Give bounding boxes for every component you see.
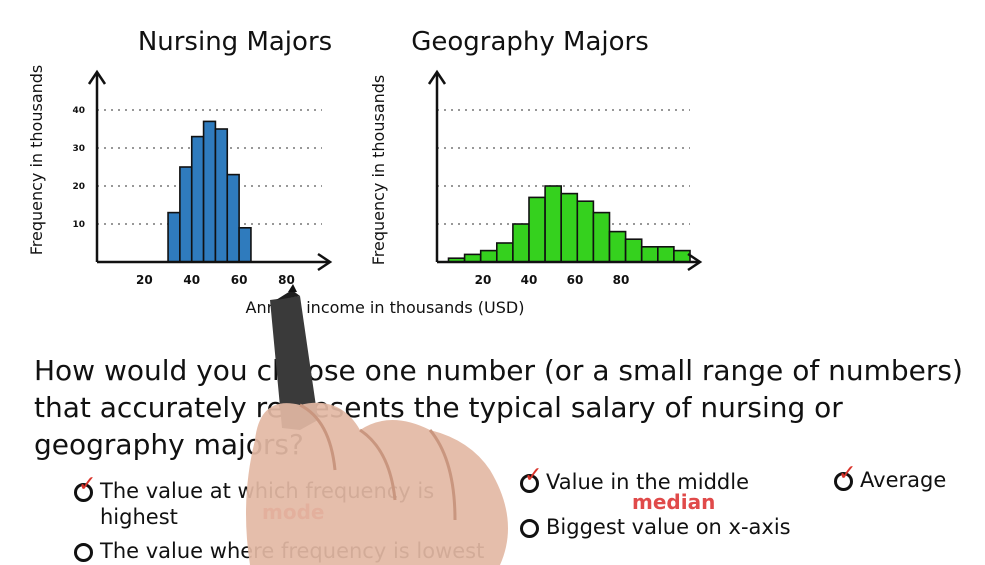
histogram-bar	[673, 249, 691, 263]
histogram-bar	[179, 166, 193, 263]
check-mark-icon: ✓	[838, 461, 857, 486]
radio-circle[interactable]: ✓	[74, 474, 96, 502]
histogram-bar	[238, 227, 252, 263]
option-frequency-lowest[interactable]: The value where frequency is lowest	[74, 538, 484, 564]
option-label: The value where frequency is lowest	[100, 539, 485, 563]
option-label: Average	[860, 468, 947, 492]
nursing-chart-title: Nursing Majors	[138, 27, 332, 57]
geography-chart-title: Geography Majors	[411, 27, 649, 57]
histogram-bar	[608, 230, 627, 263]
histogram-bar	[479, 249, 498, 263]
nursing-y-ticks: 10 20 30 40	[72, 106, 85, 230]
histogram-bar	[528, 196, 546, 263]
histogram-bar	[560, 192, 579, 263]
option-value-middle[interactable]: ✓ Value in the middle	[520, 465, 750, 495]
y-axis-arrow-icon	[427, 69, 447, 85]
histogram-bar	[656, 246, 675, 263]
option-label: Biggest value on x-axis	[546, 515, 791, 539]
nursing-axes	[87, 69, 333, 272]
histogram-bar	[190, 135, 205, 263]
histogram-bar	[544, 185, 562, 263]
x-tick-label: 60	[231, 273, 248, 287]
x-tick-label: 20	[136, 273, 153, 287]
x-tick-label: 80	[278, 273, 295, 287]
y-tick-label: 40	[72, 106, 85, 116]
y-tick-label: 20	[72, 182, 85, 192]
nursing-bars	[167, 120, 252, 263]
mode-annotation: mode	[262, 500, 325, 524]
x-tick-label: 20	[475, 273, 492, 287]
x-tick-label: 40	[183, 273, 200, 287]
median-annotation: median	[632, 490, 716, 514]
geography-x-ticks: 20 40 60 80	[475, 273, 630, 287]
radio-circle[interactable]: ✓	[834, 463, 856, 491]
geography-y-axis-label: Frequency in thousands	[369, 75, 388, 266]
geography-axes	[427, 69, 703, 272]
option-average[interactable]: ✓ Average	[834, 463, 947, 493]
x-axis-arrow-icon	[317, 252, 333, 272]
histogram-bar	[167, 211, 181, 263]
histogram-bar	[592, 211, 611, 263]
check-mark-icon: ✓	[524, 463, 543, 488]
histogram-bar	[214, 128, 229, 263]
y-tick-label: 10	[72, 220, 85, 230]
nursing-chart: Nursing Majors Frequency in thousands 20…	[27, 27, 333, 287]
shared-x-axis-label: Annual income in thousands (USD)	[246, 298, 525, 317]
histogram-bar	[202, 120, 217, 263]
radio-circle[interactable]	[520, 519, 539, 538]
histogram-bar	[226, 173, 240, 263]
check-mark-icon: ✓	[78, 472, 97, 497]
radio-circle[interactable]	[74, 543, 93, 562]
histogram-bar	[512, 223, 530, 263]
x-tick-label: 60	[567, 273, 584, 287]
histogram-bar	[624, 238, 643, 263]
histogram-bar	[640, 246, 659, 263]
y-tick-label: 30	[72, 144, 85, 154]
geography-bars	[447, 185, 691, 263]
radio-circle[interactable]: ✓	[520, 465, 542, 493]
nursing-x-ticks: 20 40 60 80	[136, 273, 295, 287]
geography-chart: Geography Majors Frequency in thousands …	[369, 27, 703, 287]
option-biggest-value[interactable]: Biggest value on x-axis	[520, 514, 791, 540]
question-text: How would you choose one number (or a sm…	[34, 354, 963, 461]
x-tick-label: 80	[613, 273, 630, 287]
histogram-bar	[576, 200, 595, 263]
x-tick-label: 40	[521, 273, 538, 287]
histogram-bar	[495, 242, 514, 263]
option-label: Value in the middle	[546, 470, 750, 494]
x-axis-arrow-icon	[687, 252, 703, 272]
y-axis-arrow-icon	[87, 69, 107, 85]
nursing-y-axis-label: Frequency in thousands	[27, 65, 46, 256]
